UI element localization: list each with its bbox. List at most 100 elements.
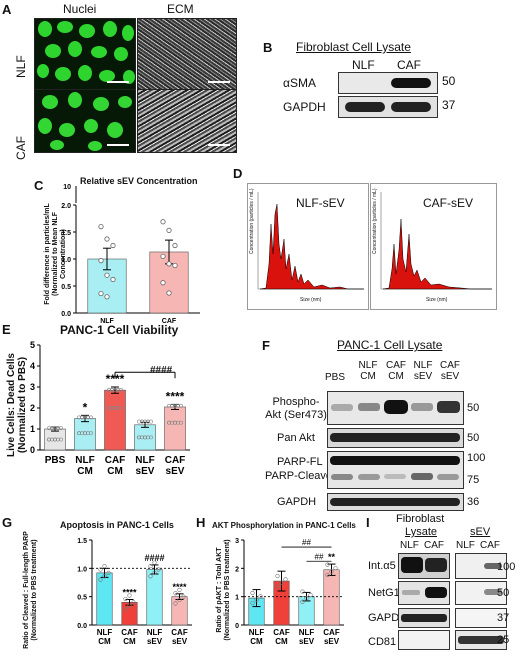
data-point: [304, 596, 309, 601]
category-label: CAF: [105, 455, 126, 466]
nuclei-caf-image: [34, 89, 136, 153]
data-point: [173, 601, 178, 606]
data-point: [80, 415, 84, 420]
ecm-nlf-image: [137, 18, 237, 90]
mw-f-50b: 50: [467, 432, 480, 444]
mw-f-50a: 50: [467, 402, 480, 414]
row-parp-cleaved: PARP-Cleaved: [265, 470, 339, 482]
category-label: NLF: [100, 318, 114, 325]
data-point: [250, 590, 255, 596]
category-label: sEV: [324, 637, 340, 646]
chart-c-title: Relative sEV Concentration: [80, 176, 198, 186]
bands: [484, 563, 502, 569]
data-point: [110, 388, 114, 392]
lane-i-nlf1: NLF: [400, 540, 419, 551]
data-point: [116, 388, 120, 392]
data-point: [176, 403, 180, 408]
y-tick-label: 2.0: [61, 203, 71, 210]
row-gapdh: GAPDH: [283, 100, 326, 114]
category-label: CM: [98, 637, 111, 646]
scale-bar: [107, 81, 129, 83]
data-point: [172, 262, 178, 269]
data-point: [333, 565, 338, 571]
y-tick-label: 5: [30, 340, 35, 350]
panel-f-label: F: [262, 338, 270, 353]
row-phospho-akt: Phospho-Akt (Ser473): [265, 396, 327, 421]
data-point: [279, 580, 284, 585]
significance-label: ****: [106, 372, 125, 386]
data-point: [172, 242, 178, 249]
y-tick-label: 3: [235, 538, 239, 545]
data-point: [110, 242, 116, 249]
panel-e-label: E: [2, 322, 11, 337]
data-point: [140, 419, 144, 424]
blot-gapdh-f-bands: [330, 498, 460, 506]
chart-g-title: Apoptosis in PANC-1 Cells: [60, 520, 174, 530]
data-point: [300, 599, 305, 604]
blot-phospho-akt: [327, 391, 464, 425]
data-point: [127, 593, 132, 598]
nta-plot-nlf: NLF-sEV Size (nm) Concentration (particl…: [247, 183, 369, 310]
lane-pbs: PBS: [325, 372, 346, 383]
lane-caf-sev: CAF sEV: [440, 360, 460, 382]
data-point: [325, 572, 330, 577]
data-point: [143, 435, 147, 440]
category-label: NLF: [97, 628, 113, 637]
category-label: CM: [123, 637, 136, 646]
data-point: [53, 437, 57, 442]
category-label: sEV: [299, 637, 315, 646]
y-tick-label: 2: [235, 566, 239, 573]
data-point: [146, 419, 150, 424]
ecm-caf-image: [137, 89, 237, 153]
y-tick-label: 2: [30, 403, 35, 413]
category-label: CAF: [121, 628, 138, 637]
row-gapdh-i: GAPDH: [368, 612, 408, 624]
significance-label: ####: [144, 553, 164, 563]
y-tick-label: 0.5: [61, 284, 71, 291]
significance-label: ****: [166, 389, 185, 403]
ecm-header: ECM: [167, 2, 194, 16]
data-point: [50, 426, 54, 431]
mw-f-100: 100: [467, 452, 486, 464]
scale-bar: [208, 144, 230, 146]
category-label: sEV: [172, 637, 188, 646]
y-tick-label-top: 10: [63, 184, 71, 191]
mw-50: 50: [442, 74, 456, 88]
y-tick-label: 4: [30, 361, 35, 371]
bands: [401, 614, 447, 622]
y-tick-label: 0: [235, 623, 239, 630]
category-label: NLF: [249, 628, 265, 637]
data-point: [83, 431, 87, 436]
group-fibroblast: Fibroblast: [396, 513, 445, 525]
data-point: [166, 227, 172, 233]
data-point: [250, 601, 255, 606]
data-point: [170, 403, 174, 408]
category-label: NLF: [147, 628, 163, 637]
data-point: [137, 435, 141, 440]
blot-pan-akt-bands: [330, 433, 460, 442]
row-int-a5: Int.α5: [368, 560, 396, 572]
blot-pan-akt: [327, 428, 464, 448]
data-point: [156, 567, 161, 572]
category-label: CM: [77, 466, 93, 477]
blot-gapdh-f: [327, 493, 464, 511]
y-tick-label: 3: [30, 382, 35, 392]
y-tick-label: 1.5: [61, 230, 71, 237]
data-point: [160, 219, 166, 225]
blot-asma: [338, 72, 438, 94]
bands: [484, 589, 502, 595]
data-point: [102, 574, 107, 579]
data-point: [275, 584, 280, 589]
category-label: sEV: [147, 637, 163, 646]
y-tick-label: 1.0: [77, 566, 87, 573]
data-point: [152, 560, 157, 565]
category-label: CM: [107, 466, 123, 477]
category-label: CAF: [162, 318, 177, 325]
row-pan-akt: Pan Akt: [277, 432, 315, 444]
lane-i-caf1: CAF: [424, 540, 444, 551]
nta-caf-trace: [380, 192, 492, 290]
y-tick-label: 0.5: [77, 595, 87, 602]
chart-e-title: PANC-1 Cell Viability: [60, 323, 179, 337]
